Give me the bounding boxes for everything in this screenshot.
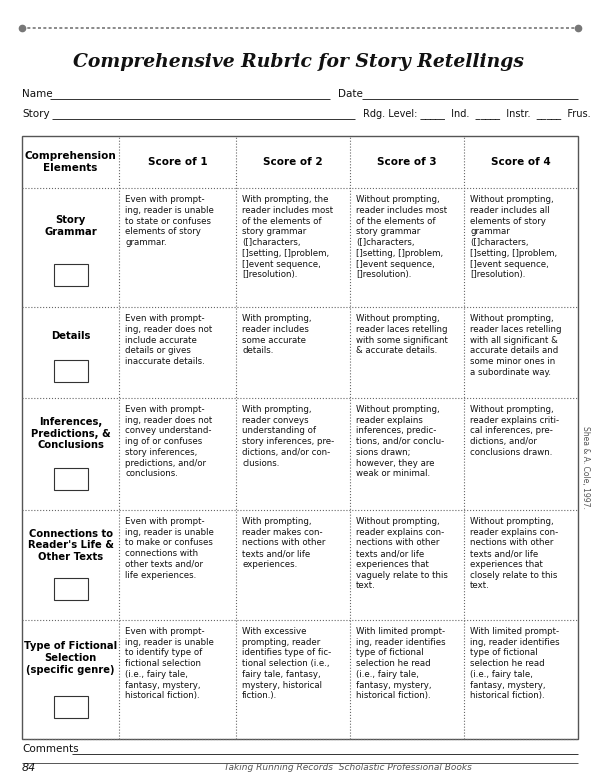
Text: With prompting,
reader makes con-
nections with other
texts and/or life
experien: With prompting, reader makes con- nectio… bbox=[242, 517, 325, 569]
Text: With prompting,
reader includes
some accurate
details.: With prompting, reader includes some acc… bbox=[242, 314, 312, 355]
Text: Connections to
Reader's Life &
Other Texts: Connections to Reader's Life & Other Tex… bbox=[27, 528, 114, 562]
Text: With excessive
prompting, reader
identifies type of fic-
tional selection (i.e.,: With excessive prompting, reader identif… bbox=[242, 627, 331, 700]
Bar bbox=[54, 578, 88, 600]
Text: Comments: Comments bbox=[22, 744, 79, 754]
Text: Without prompting,
reader laces retelling
with some significant
& accurate detai: Without prompting, reader laces retellin… bbox=[356, 314, 448, 355]
Text: Without prompting,
reader includes most
of the elements of
story grammar
([]char: Without prompting, reader includes most … bbox=[356, 195, 447, 279]
Bar bbox=[54, 263, 88, 286]
Text: Even with prompt-
ing, reader does not
convey understand-
ing of or confuses
sto: Even with prompt- ing, reader does not c… bbox=[125, 405, 213, 479]
Text: Even with prompt-
ing, reader is unable
to identify type of
fictional selection
: Even with prompt- ing, reader is unable … bbox=[125, 627, 214, 700]
Bar bbox=[54, 695, 88, 717]
Text: Story: Story bbox=[22, 109, 49, 119]
Text: With prompting,
reader conveys
understanding of
story inferences, pre-
dictions,: With prompting, reader conveys understan… bbox=[242, 405, 334, 468]
Text: Story
Grammar: Story Grammar bbox=[44, 215, 97, 237]
Text: Date: Date bbox=[338, 89, 363, 99]
Bar bbox=[54, 360, 88, 382]
Text: Without prompting,
reader explains criti-
cal inferences, pre-
dictions, and/or
: Without prompting, reader explains criti… bbox=[470, 405, 559, 457]
Text: Even with prompt-
ing, reader does not
include accurate
details or gives
inaccur: Even with prompt- ing, reader does not i… bbox=[125, 314, 213, 366]
Text: Score of 4: Score of 4 bbox=[491, 157, 551, 167]
Text: Comprehensive Rubric for Story Retellings: Comprehensive Rubric for Story Retelling… bbox=[73, 53, 523, 71]
Text: Without prompting,
reader explains con-
nections with other
texts and/or life
ex: Without prompting, reader explains con- … bbox=[470, 517, 558, 591]
Text: Inferences,
Predictions, &
Conclusions: Inferences, Predictions, & Conclusions bbox=[31, 417, 110, 451]
Text: With prompting, the
reader includes most
of the elements of
story grammar
([]cha: With prompting, the reader includes most… bbox=[242, 195, 333, 279]
Text: With limited prompt-
ing, reader identifies
type of fictional
selection he read
: With limited prompt- ing, reader identif… bbox=[470, 627, 560, 700]
Bar bbox=[54, 468, 88, 490]
Text: Shea & A. Cole, 1997.: Shea & A. Cole, 1997. bbox=[582, 426, 591, 509]
Text: Without prompting,
reader includes all
elements of story
grammar
([]characters,
: Without prompting, reader includes all e… bbox=[470, 195, 557, 279]
Text: Comprehension
Elements: Comprehension Elements bbox=[25, 152, 117, 172]
Text: Even with prompt-
ing, reader is unable
to make or confuses
connections with
oth: Even with prompt- ing, reader is unable … bbox=[125, 517, 214, 580]
Text: Details: Details bbox=[51, 331, 91, 341]
Text: Name: Name bbox=[22, 89, 52, 99]
Text: Even with prompt-
ing, reader is unable
to state or confuses
elements of story
g: Even with prompt- ing, reader is unable … bbox=[125, 195, 214, 247]
Text: 84: 84 bbox=[22, 763, 36, 773]
Text: Without prompting,
reader explains
inferences, predic-
tions, and/or conclu-
sio: Without prompting, reader explains infer… bbox=[356, 405, 444, 479]
Text: Rdg. Level: _____  Ind.  _____  Instr.  _____  Frus.: Rdg. Level: _____ Ind. _____ Instr. ____… bbox=[363, 109, 591, 120]
Text: Score of 1: Score of 1 bbox=[148, 157, 207, 167]
Text: Score of 3: Score of 3 bbox=[377, 157, 437, 167]
Text: Score of 2: Score of 2 bbox=[263, 157, 323, 167]
Bar bbox=[22, 136, 578, 739]
Text: Taking Running Records  Scholastic Professional Books: Taking Running Records Scholastic Profes… bbox=[224, 764, 472, 772]
Text: Without prompting,
reader laces retelling
with all significant &
accurate detail: Without prompting, reader laces retellin… bbox=[470, 314, 561, 377]
Text: Type of Fictional
Selection
(specific genre): Type of Fictional Selection (specific ge… bbox=[24, 641, 117, 674]
Text: Without prompting,
reader explains con-
nections with other
texts and/or life
ex: Without prompting, reader explains con- … bbox=[356, 517, 448, 591]
Text: With limited prompt-
ing, reader identifies
type of fictional
selection he read
: With limited prompt- ing, reader identif… bbox=[356, 627, 446, 700]
